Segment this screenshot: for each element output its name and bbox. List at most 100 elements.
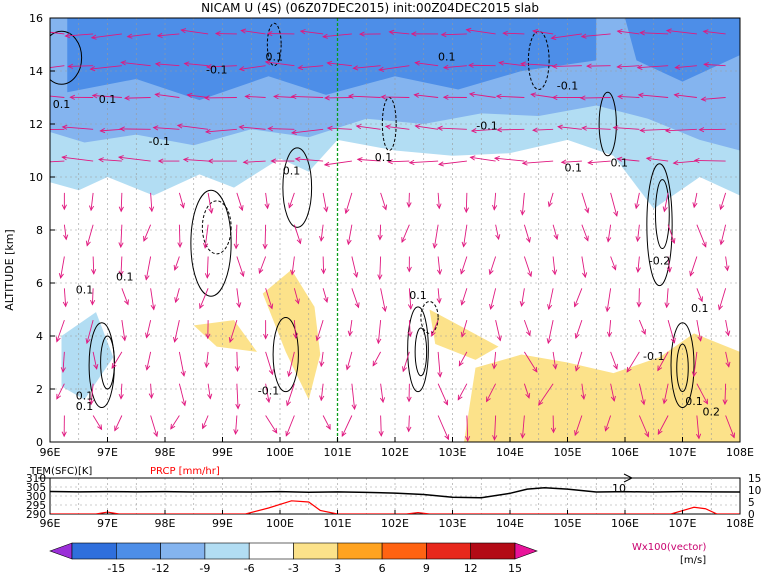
wind-vector-head — [613, 210, 619, 217]
wind-vector — [725, 320, 729, 336]
wind-vector-head — [173, 264, 179, 271]
wind-vector — [184, 63, 209, 67]
wind-vector — [121, 61, 151, 67]
wind-vector-head — [149, 206, 155, 213]
wind-vector-head — [174, 297, 180, 304]
surface-x-tick-label: 103E — [439, 517, 467, 530]
wind-vector — [437, 415, 449, 440]
x-tick-label: 104E — [496, 446, 524, 459]
wind-vector — [288, 192, 295, 208]
wind-vector-head — [201, 423, 207, 430]
wind-vector-head — [123, 95, 130, 101]
wind-vector-head — [126, 33, 133, 39]
wind-vector — [345, 192, 353, 214]
surface-x-tick-label: 106E — [611, 517, 639, 530]
wind-vector — [689, 256, 698, 276]
colorbar-cell — [116, 542, 161, 560]
wind-vector-head — [265, 397, 271, 404]
wind-vector-head — [488, 269, 494, 276]
wind-vector-head — [157, 158, 164, 164]
wind-vector-head — [664, 128, 671, 134]
wind-vector — [521, 288, 525, 307]
wind-vector — [320, 383, 324, 401]
colorbar-cell — [381, 542, 427, 560]
wind-vector — [663, 192, 669, 212]
colorbar-tick-label: 3 — [334, 562, 341, 575]
wind-vector-head — [698, 296, 703, 303]
wind-vector — [206, 65, 237, 68]
wind-vector-head — [372, 360, 378, 367]
wind-vector — [349, 320, 353, 336]
wind-vector-head — [324, 95, 330, 101]
wind-vector — [522, 160, 554, 164]
wind-vector — [86, 319, 94, 344]
wind-vector — [610, 351, 618, 370]
wind-vector — [300, 30, 324, 35]
wind-vector — [522, 415, 525, 438]
wind-vector-head — [430, 330, 436, 337]
wind-vector — [175, 288, 180, 303]
shade-lower-light — [61, 312, 114, 400]
wind-vector-head — [463, 207, 469, 214]
wind-vector-head — [228, 337, 234, 344]
wind-vector — [461, 288, 468, 305]
wind-vector-head — [264, 59, 271, 66]
wind-vector — [640, 32, 669, 35]
wind-vector — [288, 351, 295, 377]
wind-vector — [402, 351, 410, 372]
colorbar-tick-label: 12 — [464, 562, 478, 575]
wind-vector-head — [242, 159, 249, 165]
wind-vector-head — [406, 266, 412, 273]
wind-vector — [610, 256, 616, 270]
wind-vector — [120, 256, 123, 276]
wind-vector — [657, 415, 669, 435]
contour-label: -0.1 — [476, 119, 497, 132]
wind-vector — [533, 128, 554, 131]
wind-vector — [146, 351, 152, 370]
surface-x-tick-label: 104E — [496, 517, 524, 530]
wind-vector-head — [267, 126, 274, 132]
wind-vector-head — [525, 392, 531, 399]
wind-vector-head — [491, 363, 497, 370]
wind-vector-head — [387, 159, 393, 165]
wind-vector — [264, 224, 267, 249]
wind-vector — [470, 156, 496, 162]
x-tick-label: 96E — [40, 446, 61, 459]
wind-vector — [523, 383, 530, 399]
wind-vector — [463, 224, 468, 247]
wind-vector — [60, 256, 65, 279]
wind-vector-head — [432, 242, 438, 249]
surface-x-tick-label: 102E — [381, 517, 409, 530]
wind-vector — [291, 256, 295, 275]
wind-vector — [380, 415, 382, 436]
wind-vector-head — [402, 366, 407, 373]
wind-vector-head — [91, 93, 98, 99]
wind-vector-head — [532, 366, 538, 373]
wind-vector-head — [118, 270, 124, 277]
wind-vector — [351, 383, 356, 410]
wind-vector — [320, 351, 324, 367]
wind-vector — [588, 160, 611, 164]
wind-vector — [291, 128, 324, 134]
wind-vector — [495, 320, 501, 341]
wind-vector-head — [239, 271, 245, 278]
wind-vector-head — [204, 273, 211, 279]
wind-vector — [548, 288, 554, 310]
wind-vector — [68, 65, 94, 67]
wind-vector-head — [410, 31, 417, 37]
wind-vector — [286, 383, 295, 406]
wind-vector — [100, 128, 122, 132]
colorbar-tick-label: -3 — [288, 562, 299, 575]
wind-vector-head — [382, 204, 388, 211]
wind-vector — [322, 288, 328, 303]
wind-vector-head — [606, 331, 613, 338]
wind-vector-head — [345, 364, 351, 371]
wind-vector — [357, 158, 381, 162]
wind-vector — [207, 192, 213, 214]
wind-vector — [322, 415, 331, 430]
wind-vector — [617, 30, 640, 35]
wind-vector — [63, 224, 67, 240]
y-tick-label: 8 — [36, 224, 43, 237]
wind-vector — [693, 351, 698, 377]
wind-vector — [496, 95, 525, 98]
